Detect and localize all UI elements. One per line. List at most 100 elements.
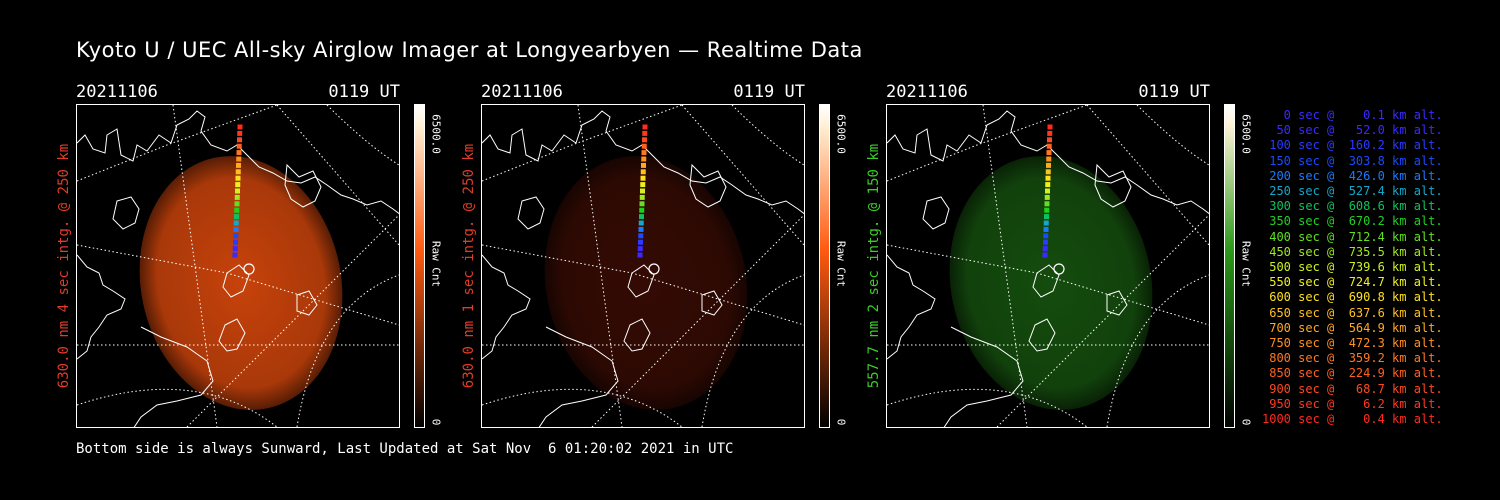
trajectory-point [637,246,643,252]
trajectory-point [639,207,645,213]
trajectory-point [233,239,238,245]
panel-3-colorbar-labels: 6500.0 Raw Cnt 0 [1238,104,1254,428]
legend-entry: 150 sec @ 303.8 km alt. [1262,153,1443,168]
trajectory-point [1047,130,1053,136]
trajectory-point [641,162,646,168]
panel-1-time: 0119 UT [328,82,400,102]
legend-entry: 0 sec @ 0.1 km alt. [1262,108,1443,122]
grid-line [482,105,683,182]
trajectory-point [235,175,241,181]
trajectory-point [640,169,646,175]
panel-1-date: 20211106 [76,82,158,102]
panel-1-colorbar-labels: 6500.0 Raw Cnt 0 [428,104,444,428]
panel-1-cb-min: 0 [429,418,443,426]
trajectory-point [1044,207,1050,213]
legend-entry: 800 sec @ 359.2 km alt. [1262,351,1443,366]
grid-line [1086,105,1209,246]
trajectory-point [235,188,240,194]
coastline [218,318,246,352]
panel-2-colorbar [819,104,830,428]
trajectory-point [237,124,243,130]
footer-status: Bottom side is always Sunward, Last Upda… [76,441,734,457]
coastline [701,290,723,316]
trajectory-point [235,182,241,188]
grid-line [77,105,278,182]
coastline [77,110,399,215]
panel-3-colorbar [1224,104,1235,428]
trajectory-point [1043,220,1049,226]
trajectory-point [642,124,648,130]
trajectory-point [1046,150,1052,156]
coastline [1032,264,1060,298]
coastline [943,326,1024,427]
trajectory-point [1047,137,1052,143]
trajectory-point [638,239,643,245]
legend-entry: 550 sec @ 724.7 km alt. [1262,275,1443,290]
legend-entry: 650 sec @ 637.6 km alt. [1262,305,1443,320]
trajectory-point [232,252,238,258]
coastline [296,290,318,316]
page-title: Kyoto U / UEC All-sky Airglow Imager at … [76,38,863,62]
panel-1-cb-max: 6500.0 [429,114,443,154]
trajectory-point [639,201,645,207]
trajectory-point [640,188,645,194]
coastline [1094,163,1132,208]
panel-3-image [886,104,1210,428]
panel-2-date: 20211106 [481,82,563,102]
trajectory-point [640,182,646,188]
trajectory-point [642,130,648,136]
grid-line [276,105,399,246]
airglow-emission [544,156,748,410]
trajectory-point [236,143,242,149]
coastline [887,110,1209,215]
trajectory-point [641,143,647,149]
trajectory-point [235,169,241,175]
trajectory-point [640,175,646,181]
trajectory-point [1043,239,1048,245]
trajectory-point [642,137,647,143]
trajectory-point [1043,233,1049,239]
coastline [517,196,545,230]
trajectory-point [236,162,241,168]
coastline [284,163,322,208]
panel-3-ylabel: 557.7 nm 2 sec intg. @ 150 km [866,143,882,389]
legend-entry: 250 sec @ 527.4 km alt. [1262,184,1443,199]
trajectory-point [234,214,239,220]
trajectory-point [236,150,242,156]
trajectory-point [638,226,644,232]
trajectory-point [1044,194,1050,200]
legend-entry: 100 sec @ 160.2 km alt. [1262,138,1443,153]
legend-entry: 400 sec @ 712.4 km alt. [1262,229,1443,244]
grid-arc [1136,105,1209,166]
panel-2-ylabel-wrap: 630.0 nm 1 sec intg. @ 250 km [459,104,479,428]
trajectory-point [233,226,239,232]
trajectory-point [1045,182,1051,188]
panel-2-colorbar-labels: 6500.0 Raw Cnt 0 [833,104,849,428]
panel-2-cb-max: 6500.0 [834,114,848,154]
coastline [922,196,950,230]
panel-2-cb-min: 0 [834,418,848,426]
trajectory-point [637,252,643,258]
trajectory-point [1045,169,1051,175]
trajectory-point [1042,246,1048,252]
grid-arc [701,274,804,427]
trajectory-point [234,201,240,207]
legend-entry: 300 sec @ 608.6 km alt. [1262,199,1443,214]
panel-1-ylabel: 630.0 nm 4 sec intg. @ 250 km [56,143,72,389]
grid-arc [326,105,399,166]
trajectory-point [1044,201,1050,207]
trajectory-point [236,156,242,162]
trajectory-point [1044,214,1049,220]
panel-3-cb-min: 0 [1239,418,1253,426]
airglow-map [887,105,1209,427]
panel-3-time: 0119 UT [1138,82,1210,102]
panel-2-ylabel: 630.0 nm 1 sec intg. @ 250 km [461,143,477,389]
panel-3-cb-unit: Raw Cnt [1239,240,1253,288]
panel-1-image [76,104,400,428]
legend-entry: 600 sec @ 690.8 km alt. [1262,290,1443,305]
grid-line [887,105,1088,182]
trajectory-point [1046,156,1052,162]
trajectory-point [1046,162,1051,168]
trajectory-point [232,246,238,252]
airglow-emission [139,156,343,410]
